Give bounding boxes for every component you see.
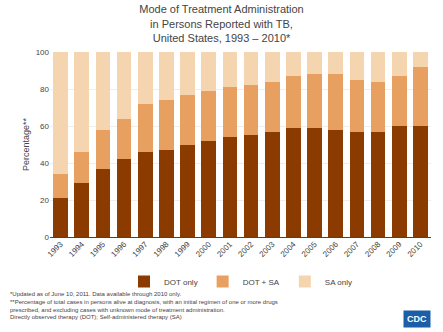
svg-text:40: 40	[40, 159, 49, 168]
svg-text:20: 20	[40, 196, 49, 205]
svg-text:2004: 2004	[279, 239, 298, 258]
svg-text:2001: 2001	[215, 239, 234, 258]
svg-text:0: 0	[45, 233, 50, 242]
svg-text:2009: 2009	[385, 239, 404, 258]
svg-text:1994: 1994	[67, 239, 86, 258]
svg-text:2007: 2007	[342, 239, 361, 258]
svg-text:2000: 2000	[194, 239, 213, 258]
svg-text:2008: 2008	[363, 239, 382, 258]
svg-text:DOT only: DOT only	[164, 278, 198, 287]
svg-text:1993: 1993	[46, 239, 65, 258]
svg-text:Percentage**: Percentage**	[21, 117, 31, 171]
svg-text:2002: 2002	[236, 239, 255, 258]
svg-text:2003: 2003	[258, 239, 277, 258]
svg-text:*Updated as of June 10, 2011.: *Updated as of June 10, 2011. Data avail…	[10, 291, 278, 320]
svg-text:1995: 1995	[88, 239, 107, 258]
svg-text:2010: 2010	[406, 239, 425, 258]
svg-text:1997: 1997	[131, 239, 150, 258]
svg-text:1999: 1999	[173, 239, 192, 258]
svg-text:Mode of Treatment Administrati: Mode of Treatment Administrationin Perso…	[139, 3, 303, 44]
svg-text:80: 80	[40, 85, 49, 94]
svg-text:1998: 1998	[152, 239, 171, 258]
svg-text:DOT + SA: DOT + SA	[243, 278, 280, 287]
svg-text:60: 60	[40, 122, 49, 131]
svg-text:SA only: SA only	[325, 278, 352, 287]
svg-text:CDC: CDC	[407, 314, 427, 324]
svg-text:2006: 2006	[321, 239, 340, 258]
svg-text:2005: 2005	[300, 239, 319, 258]
svg-text:1996: 1996	[109, 239, 128, 258]
svg-text:100: 100	[36, 48, 50, 57]
